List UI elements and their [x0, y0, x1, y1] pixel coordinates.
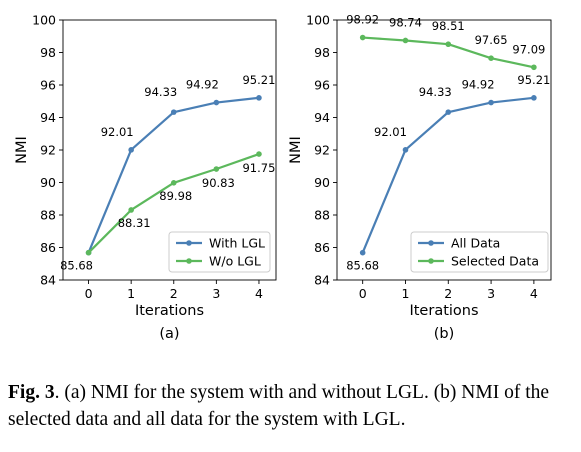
x-tick-label: 4 — [255, 286, 263, 301]
legend-marker — [428, 258, 434, 264]
data-label: 94.92 — [462, 78, 495, 92]
y-tick-label: 98 — [40, 45, 56, 60]
data-label: 95.21 — [242, 73, 275, 87]
x-tick-label: 4 — [530, 286, 538, 301]
data-label: 97.09 — [512, 42, 545, 56]
data-label: 98.74 — [389, 15, 422, 29]
chart-panel-1: 84 86 88 90 92 94 96 98 100 0 1 2 3 4 Iterations NMI 85.… — [288, 13, 552, 342]
legend-label: W/o LGL — [209, 254, 261, 269]
legend-label: Selected Data — [451, 254, 539, 269]
data-point — [531, 64, 537, 71]
x-tick-label: 1 — [127, 286, 135, 301]
data-point — [170, 109, 177, 115]
y-tick-label: 84 — [40, 273, 56, 288]
data-point — [445, 109, 452, 115]
legend-marker — [186, 240, 192, 246]
legend: All Data Selected Data — [410, 231, 549, 273]
y-tick-label: 86 — [40, 240, 56, 255]
panel-label: (a) — [159, 326, 179, 342]
caption-text: . (a) NMI for the system with and withou… — [8, 382, 550, 430]
data-label: 92.01 — [374, 125, 407, 139]
y-tick-label: 98 — [314, 45, 330, 60]
y-tick-label: 94 — [40, 110, 56, 125]
legend-label: With LGL — [209, 236, 265, 251]
x-axis-label: Iterations — [409, 303, 478, 319]
x-tick-label: 0 — [359, 286, 367, 301]
data-point — [128, 207, 134, 213]
data-point — [213, 99, 220, 106]
data-point — [256, 95, 262, 101]
legend-box — [410, 231, 549, 273]
data-label: 91.75 — [242, 161, 275, 175]
data-point — [128, 147, 134, 153]
legend-marker — [186, 258, 192, 264]
data-point — [402, 147, 409, 153]
data-label: 89.98 — [159, 189, 192, 203]
y-tick-label: 90 — [40, 175, 56, 190]
data-label: 92.01 — [101, 125, 134, 139]
y-tick-label: 96 — [314, 78, 330, 93]
data-point — [488, 55, 494, 61]
data-label: 94.33 — [144, 85, 177, 99]
data-label: 90.83 — [202, 176, 235, 190]
y-tick-label: 86 — [314, 240, 330, 255]
figure-caption: Fig. 3. (a) NMI for the system with and … — [8, 379, 576, 433]
x-tick-label: 0 — [85, 286, 93, 301]
data-label: 88.31 — [118, 216, 151, 230]
y-axis-label: NMI — [14, 136, 30, 164]
legend-label: All Data — [451, 236, 500, 251]
y-tick-label: 100 — [32, 13, 56, 28]
data-point — [359, 249, 366, 256]
y-tick-label: 92 — [40, 143, 56, 158]
panel-label: (b) — [434, 326, 455, 342]
data-label: 85.68 — [346, 259, 379, 273]
data-label: 98.51 — [432, 19, 465, 33]
data-point — [402, 37, 409, 44]
x-tick-label: 1 — [402, 286, 410, 301]
y-tick-label: 88 — [40, 208, 56, 223]
data-point — [531, 95, 537, 101]
y-tick-label: 92 — [314, 143, 330, 158]
x-tick-label: 2 — [444, 286, 452, 301]
data-point — [213, 166, 220, 172]
data-point — [359, 34, 366, 41]
series-line-0 — [361, 96, 535, 254]
data-label: 95.21 — [517, 73, 550, 87]
data-point — [256, 151, 262, 157]
x-tick-label: 2 — [170, 286, 178, 301]
y-tick-label: 96 — [40, 78, 56, 93]
data-point — [85, 249, 92, 256]
legend: With LGL W/o LGL — [168, 231, 271, 273]
data-label: 85.68 — [60, 259, 93, 273]
data-label: 94.92 — [186, 78, 219, 92]
data-point — [170, 180, 177, 186]
legend-marker — [428, 240, 434, 246]
y-tick-label: 84 — [314, 273, 330, 288]
x-tick-label: 3 — [487, 286, 495, 301]
y-tick-label: 100 — [306, 13, 330, 28]
y-tick-label: 90 — [314, 175, 330, 190]
data-label: 98.92 — [346, 13, 379, 27]
data-label: 94.33 — [419, 85, 452, 99]
figure-charts: 84 86 88 90 92 94 96 98 100 0 1 2 3 4 Iterations NMI 85.… — [14, 13, 552, 342]
chart-panel-0: 84 86 88 90 92 94 96 98 100 0 1 2 3 4 Iterations NMI 85.… — [14, 13, 277, 342]
data-label: 97.65 — [475, 33, 508, 47]
x-axis-label: Iterations — [135, 303, 204, 319]
x-tick-label: 3 — [212, 286, 220, 301]
figure-label: Fig. 3 — [8, 382, 55, 403]
y-axis-label: NMI — [288, 136, 304, 164]
data-point — [445, 41, 452, 48]
data-point — [488, 99, 494, 106]
y-tick-label: 94 — [314, 110, 330, 125]
y-tick-label: 88 — [314, 208, 330, 223]
